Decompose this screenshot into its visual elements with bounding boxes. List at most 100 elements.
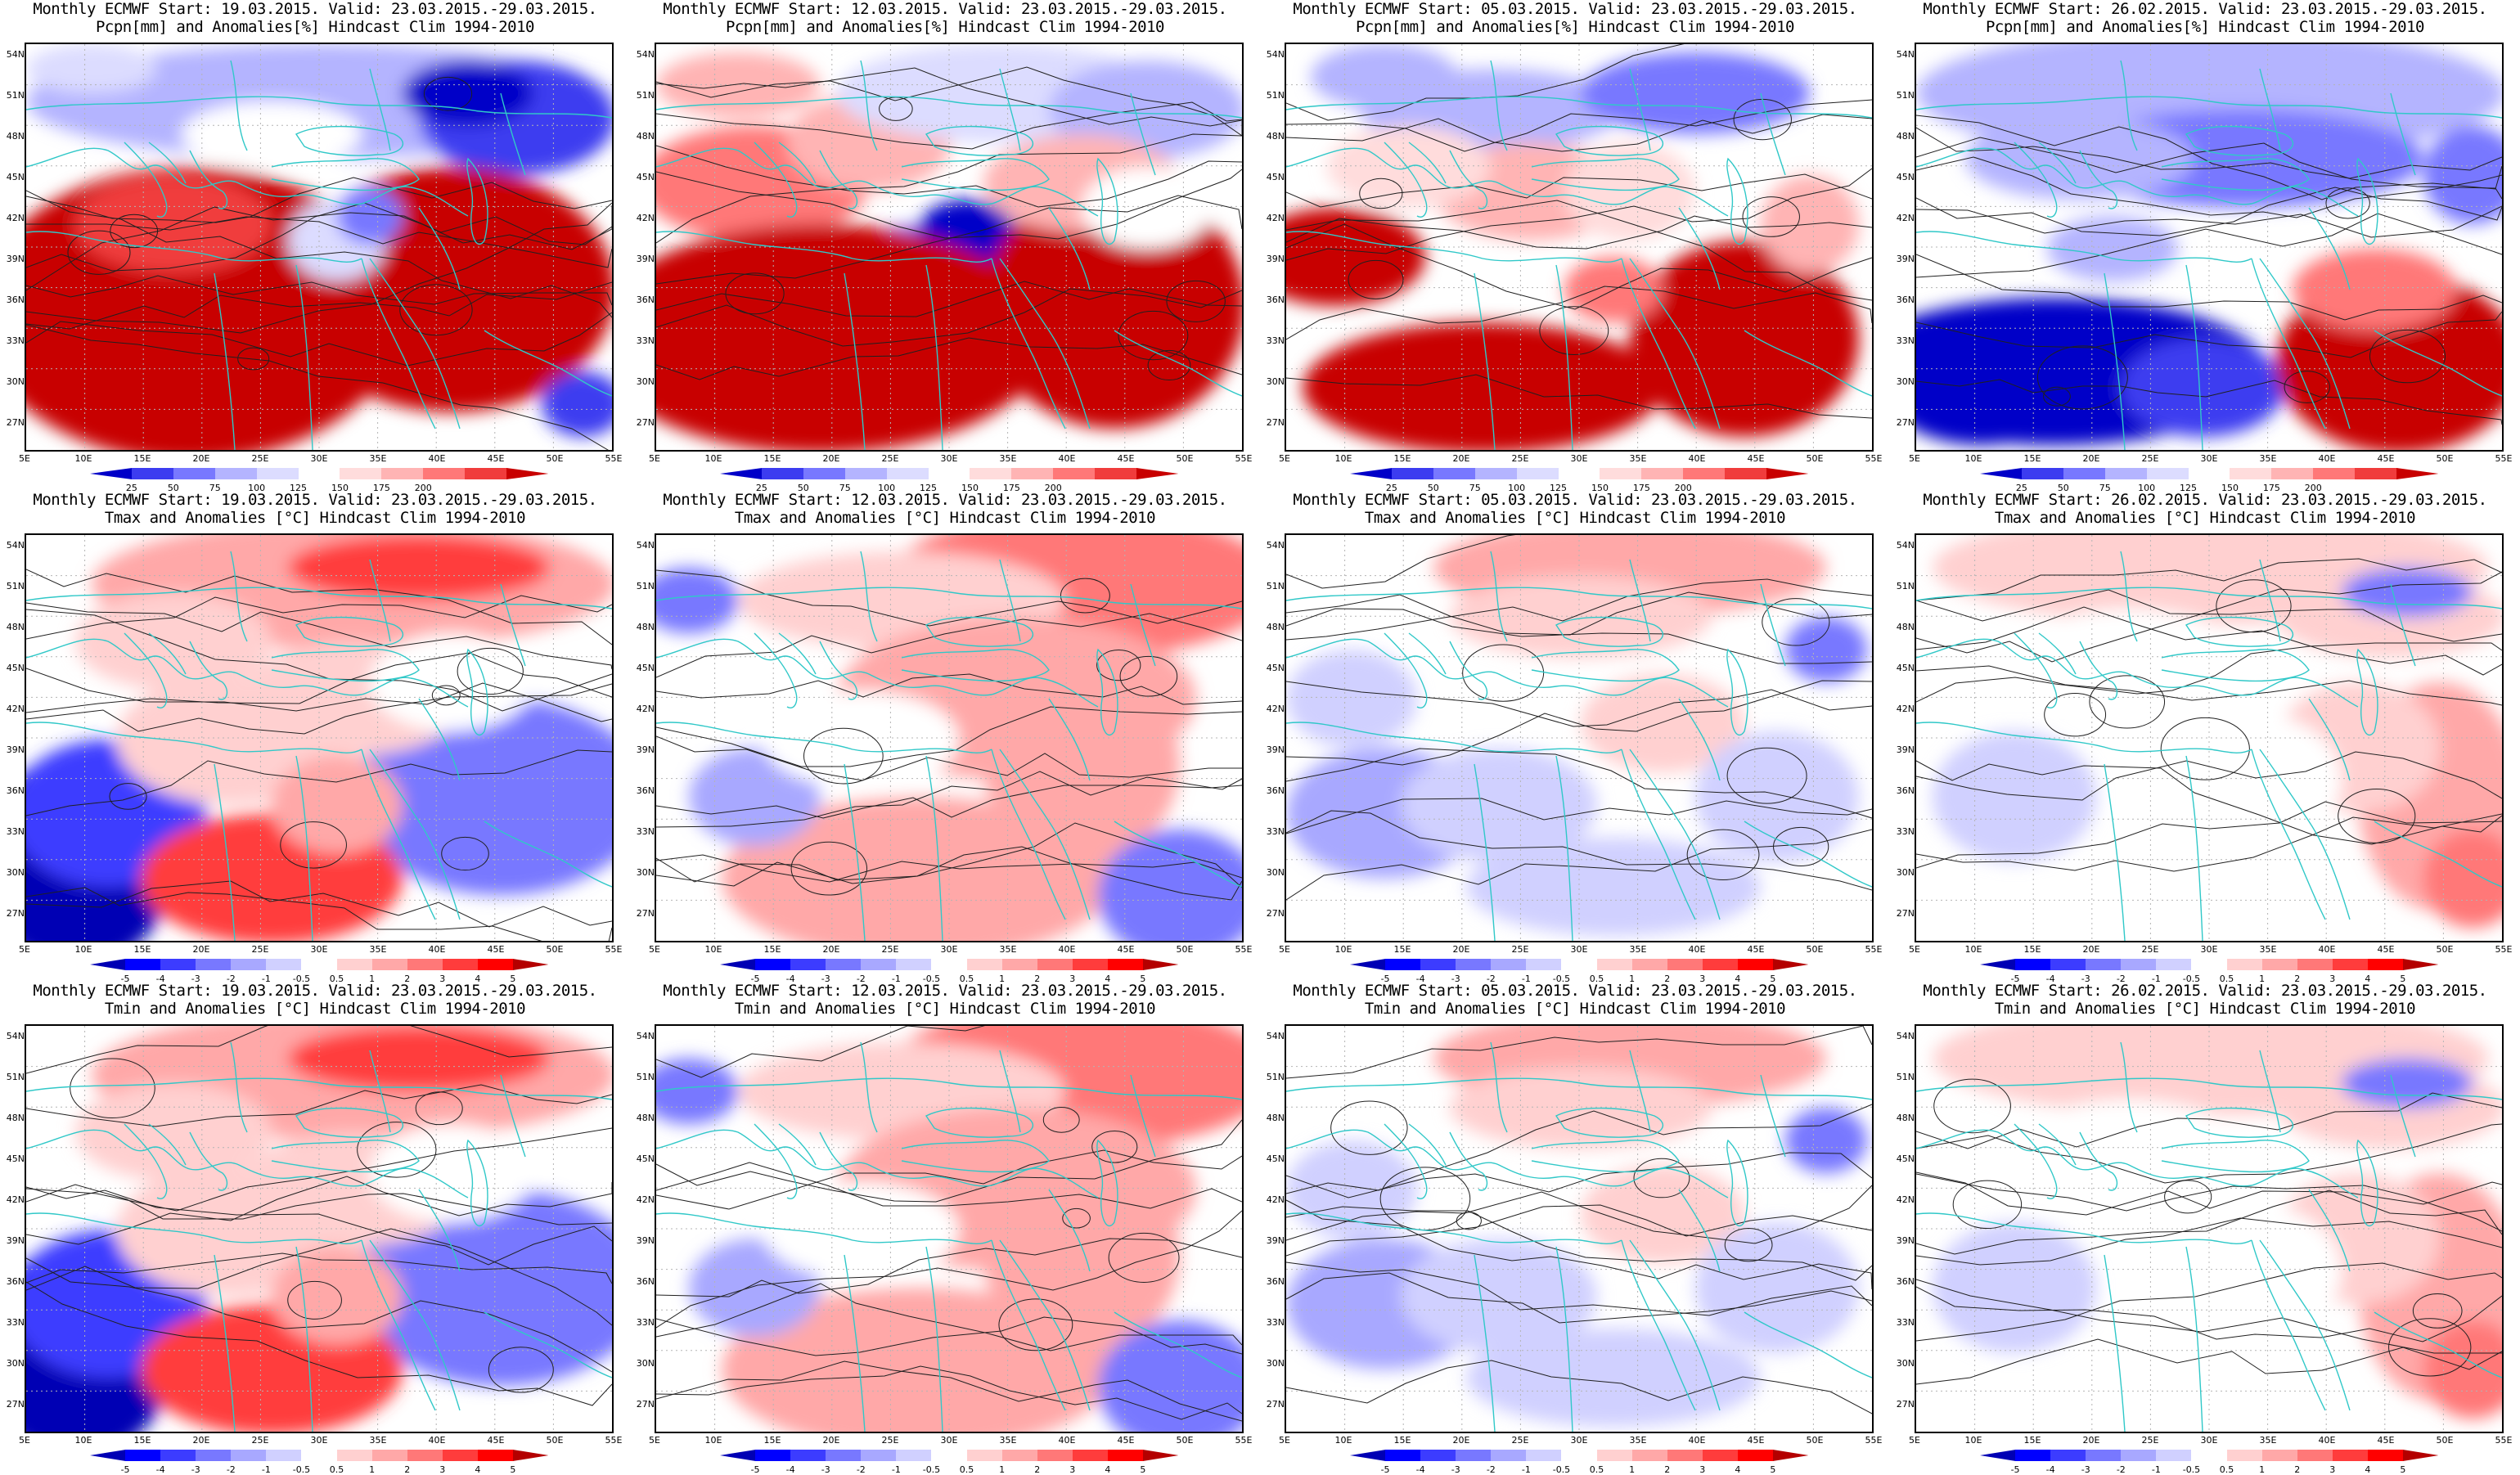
latitude-label: 48N: [636, 622, 655, 632]
longitude-label: 10E: [1964, 944, 1982, 955]
coastline: [1048, 1189, 1091, 1272]
colorbar: -5 -4 -3 -2 -1 -0.5 0.5 1 2 3 4 5: [1980, 1450, 2439, 1475]
latitude-label: 51N: [1266, 1072, 1285, 1082]
map-area: [1915, 533, 2504, 942]
latitude-label: 27N: [1896, 908, 1915, 919]
coastline: [656, 231, 992, 263]
coastline: [2390, 1074, 2416, 1158]
map-area: [1915, 43, 2504, 452]
longitude-label: 45E: [487, 944, 505, 955]
contour-line: [1916, 813, 2502, 872]
coastline: [1629, 1050, 1651, 1133]
colorbar-swatch: [1136, 468, 1179, 479]
longitude-label: 25E: [2141, 453, 2159, 464]
contour-line: [1286, 1152, 1872, 1198]
colorbar-swatch: [2261, 1450, 2298, 1461]
longitude-label: 50E: [2436, 453, 2454, 464]
coastline: [214, 272, 236, 450]
coastline: [230, 551, 248, 642]
contour-line: [423, 76, 473, 111]
longitude-label: 30E: [1570, 944, 1588, 955]
latitude-label: 42N: [1266, 213, 1285, 223]
contour-line: [2036, 345, 2128, 410]
latitude-label: 51N: [6, 1072, 25, 1082]
coastline: [2185, 616, 2294, 647]
coastline: [1744, 330, 1872, 397]
contour-line: [656, 1149, 1242, 1210]
coastline: [295, 125, 404, 156]
contour-line: [26, 1184, 612, 1225]
latitude-label: 36N: [6, 295, 25, 305]
latitude-label: 54N: [1266, 1031, 1285, 1041]
coastline: [1286, 1212, 1622, 1245]
colorbar-label: 75: [2099, 483, 2111, 493]
colorbar-label: -5: [1380, 974, 1390, 984]
contour-line: [1916, 311, 2502, 358]
colorbar-swatch: [1737, 959, 1774, 970]
contour-line: [656, 1210, 1242, 1329]
coastline: [656, 722, 992, 754]
longitude-label: 35E: [1629, 453, 1647, 464]
contour-line: [280, 821, 347, 869]
coastline: [999, 749, 1091, 920]
colorbar-swatch: [1725, 468, 1767, 479]
map-panel: Monthly ECMWF Start: 12.03.2015. Valid: …: [630, 982, 1260, 1475]
latitude-label: 36N: [636, 1276, 655, 1287]
longitude-label: 10E: [704, 1435, 722, 1446]
longitude-label: 25E: [1511, 944, 1529, 955]
coastline: [991, 258, 1066, 429]
contour-line: [656, 613, 1242, 678]
coastline: [189, 641, 228, 700]
map-panel: Monthly ECMWF Start: 12.03.2015. Valid: …: [630, 0, 1260, 493]
colorbar-label: 200: [2304, 483, 2322, 493]
colorbar-label: 200: [1674, 483, 1692, 493]
coastline: [656, 587, 1242, 609]
coastline: [901, 1140, 1050, 1173]
map-panel: Monthly ECMWF Start: 26.02.2015. Valid: …: [1890, 491, 2520, 984]
latitude-label: 48N: [636, 1113, 655, 1123]
latitude-label: 39N: [1266, 254, 1285, 264]
contour-line: [1952, 1180, 2023, 1229]
colorbar-label: -1: [1521, 974, 1531, 984]
colorbar: -5 -4 -3 -2 -1 -0.5 0.5 1 2 3 4 5: [720, 1450, 1179, 1475]
longitude-label: 45E: [1117, 944, 1135, 955]
contour-line: [26, 312, 612, 367]
colorbar-swatch: [2191, 959, 2228, 970]
contour-line: [656, 846, 1242, 901]
coastline: [1621, 749, 1696, 920]
colorbar-label: 0.5: [2219, 1464, 2234, 1475]
latitude-label: 42N: [636, 1194, 655, 1205]
colorbar-swatch: [1385, 959, 1421, 970]
coastline: [1490, 60, 1508, 151]
coastline: [925, 125, 1034, 156]
colorbar-swatch: [2146, 468, 2189, 479]
contour-line: [1686, 829, 1760, 881]
coastline: [656, 1129, 1099, 1198]
coastline: [148, 632, 187, 675]
contour-line: [1118, 310, 1189, 361]
coastline: [1286, 1129, 1729, 1198]
colorbar-swatch: [1772, 1450, 1809, 1461]
colorbar-swatch: [407, 959, 443, 970]
coastline: [2161, 158, 2310, 191]
map-panel: Monthly ECMWF Start: 05.03.2015. Valid: …: [1260, 0, 1890, 493]
latitude-label: 39N: [6, 1235, 25, 1246]
coastline: [1916, 638, 2359, 708]
coastline: [999, 258, 1091, 429]
coastline: [1408, 1123, 1447, 1166]
anomaly-region: [1630, 241, 1859, 437]
longitude-label: 15E: [763, 1435, 781, 1446]
latitude-label: 48N: [1896, 622, 1915, 632]
colorbar-swatch: [2156, 1450, 2192, 1461]
colorbar-label: 0.5: [1589, 974, 1604, 984]
colorbar-swatch: [2015, 959, 2051, 970]
longitude-label: 45E: [2377, 944, 2395, 955]
contour-line: [656, 785, 1242, 819]
colorbar-swatch: [301, 959, 338, 970]
longitude-label: 10E: [1334, 453, 1352, 464]
coastline: [1629, 68, 1651, 151]
coastline: [844, 763, 866, 941]
colorbar-label: -2: [2116, 974, 2126, 984]
coastline: [369, 258, 461, 429]
contour-line: [656, 337, 1242, 380]
